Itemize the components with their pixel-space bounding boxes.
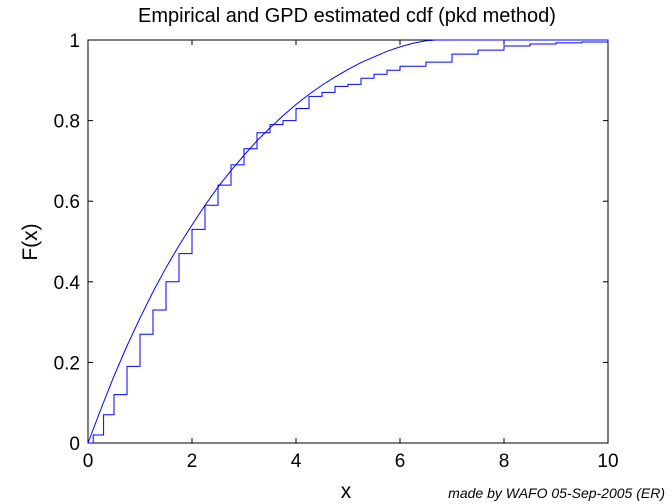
y-tick-label: 1 (69, 31, 80, 52)
x-tick-label: 6 (395, 451, 406, 472)
chart-title: Empirical and GPD estimated cdf (pkd met… (138, 5, 556, 27)
y-axis-label: F(x) (19, 223, 42, 260)
y-tick-label: 0.8 (54, 112, 80, 133)
empirical-cdf-line (88, 40, 609, 444)
x-tick-label: 4 (291, 451, 302, 472)
plot-area (87, 39, 609, 444)
y-tick-label: 0 (69, 434, 80, 455)
y-tick-label: 0.6 (54, 192, 80, 213)
x-axis: 0 2 4 6 8 10 (83, 40, 619, 472)
x-tick-label: 10 (597, 451, 618, 472)
x-tick-label: 8 (499, 451, 510, 472)
x-tick-label: 2 (187, 451, 198, 472)
y-tick-label: 0.4 (54, 273, 81, 294)
series-lines (87, 39, 609, 444)
y-tick-label: 0.2 (54, 353, 80, 374)
y-axis: 0 0.2 0.4 0.6 0.8 1 (54, 31, 608, 455)
x-axis-label: x (341, 480, 352, 503)
x-tick-label: 0 (83, 451, 94, 472)
credit-text: made by WAFO 05-Sep-2005 (ER) (448, 485, 665, 501)
